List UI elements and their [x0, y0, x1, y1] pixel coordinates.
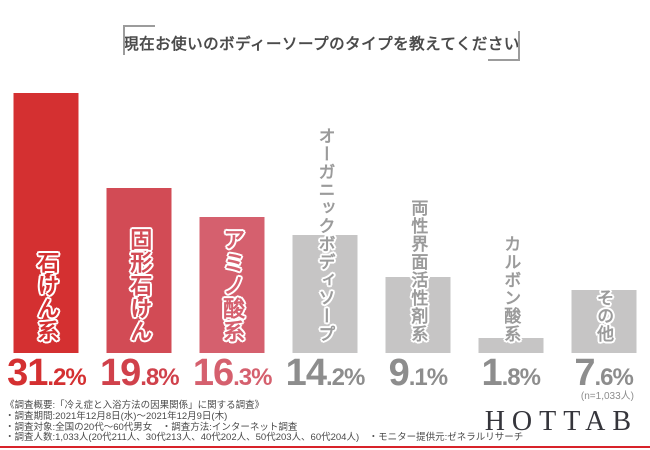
bar-column: 固形石けん 19.8% — [93, 93, 186, 392]
title-bracket-bottom-right-icon — [488, 31, 520, 61]
bar-chart: 石けん系 31.2% 固形石けん 19.8% アミノ酸系 16.3% オーガニックボディソー… — [0, 93, 650, 392]
bar-column: 両性界面活性剤系 9.1% — [371, 93, 464, 392]
bar — [478, 338, 544, 353]
survey-note-line: 《調査概要:「冷え症と入浴方法の因果関係」に関する調査》 — [5, 400, 265, 411]
bar — [571, 290, 637, 353]
bar-category-label: アミノ酸系 — [220, 228, 246, 343]
survey-note-line: ・調査期間:2021年12月8日(水)〜2021年12月9日(木) — [5, 410, 228, 422]
bar — [106, 188, 172, 353]
survey-note-line: ・調査人数:1,033人(20代211人、30代213人、40代202人、50代… — [5, 432, 524, 444]
bar-value-label: 19.8% — [99, 352, 180, 394]
bar-value-label: 7.6% — [574, 352, 634, 394]
bar-value-label: 9.1% — [388, 352, 449, 394]
bar-category-label: 固形石けん — [127, 228, 153, 343]
title-bracket-top-left-icon — [123, 25, 155, 55]
chart-title-box: 現在お使いのボディーソープのタイプを教えてください — [123, 25, 520, 61]
bar-value-label: 14.2% — [285, 352, 366, 394]
bar-value-label: 1.8% — [481, 352, 541, 394]
bar — [13, 93, 79, 353]
bar-value-label: 31.2% — [7, 352, 87, 394]
bar — [199, 217, 265, 353]
bar-column: 石けん系 31.2% — [0, 93, 93, 392]
bar-category-label: 石けん系 — [34, 251, 60, 343]
chart-title: 現在お使いのボディーソープのタイプを教えてください — [123, 36, 520, 53]
sample-size-note: (n=1,033人) — [580, 391, 634, 402]
bar — [385, 277, 451, 353]
bar-column: オーガニックボディソープ 14.2% — [279, 93, 372, 392]
bar — [292, 235, 358, 353]
bar-value-label: 16.3% — [192, 352, 273, 394]
bar-category-label: その他 — [594, 289, 614, 343]
bar-category-label: 両性界面活性剤系 — [408, 199, 428, 343]
survey-note-line: ・調査対象:全国の20代〜60代男女 ・調査方法:インターネット調査 — [5, 421, 298, 433]
bottom-accent-line — [0, 446, 650, 448]
bar-category-label: カルボン酸系 — [501, 235, 521, 343]
bar-column: カルボン酸系 1.8% — [464, 93, 557, 392]
bar-column: その他 7.6% — [557, 93, 650, 392]
bar-category-label: オーガニックボディソープ — [315, 127, 335, 343]
survey-notes: 《調査概要:「冷え症と入浴方法の因果関係」に関する調査》 ・調査期間:2021年… — [5, 400, 525, 444]
hottab-logo: HOTTAB — [484, 406, 638, 437]
bar-column: アミノ酸系 16.3% — [186, 93, 279, 392]
